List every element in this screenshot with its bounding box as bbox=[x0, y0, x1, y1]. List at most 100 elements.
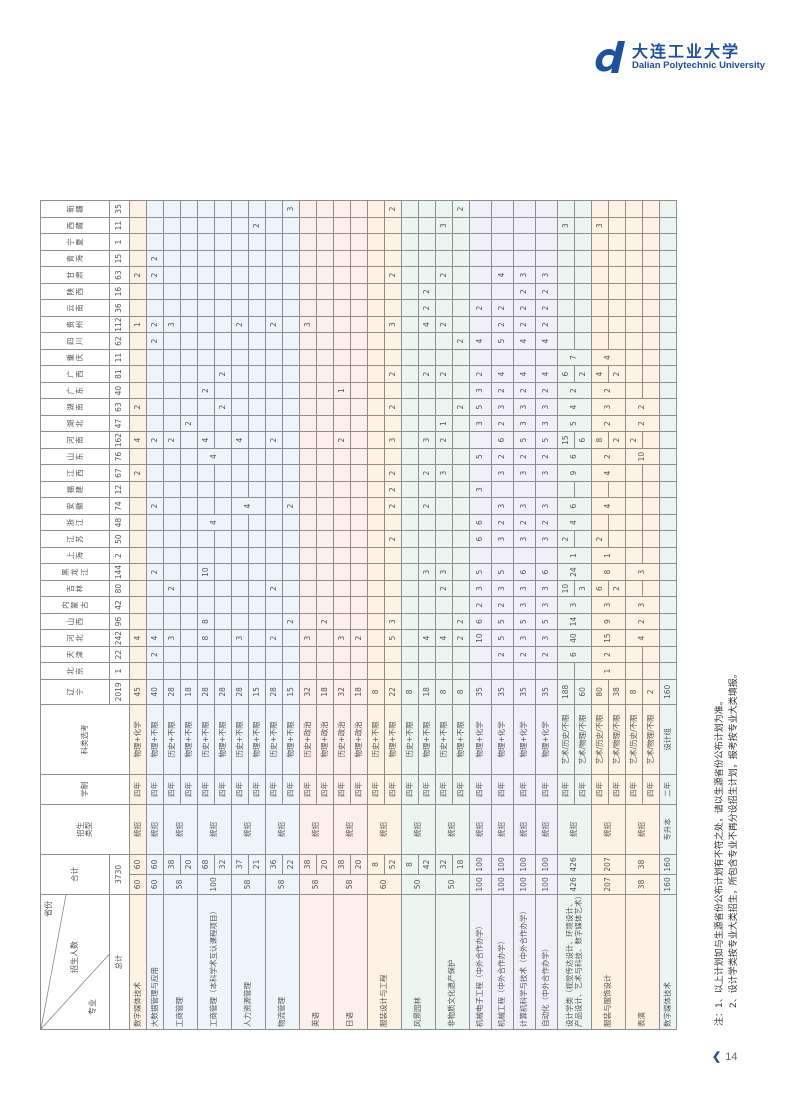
province-quota bbox=[469, 250, 492, 267]
province-quota bbox=[625, 266, 643, 284]
province-quota bbox=[316, 349, 334, 366]
province-quota: 3 bbox=[535, 398, 558, 416]
province-quota bbox=[384, 349, 402, 366]
province-quota: 28 bbox=[197, 679, 215, 705]
province-quota: 2 bbox=[384, 530, 402, 548]
subject-requirement: 物理+化学 bbox=[469, 704, 492, 775]
province-quota bbox=[418, 580, 436, 597]
chevron-left-icon[interactable]: ❮ bbox=[712, 1051, 722, 1063]
province-quota: 4 bbox=[231, 431, 249, 449]
province-quota bbox=[214, 299, 232, 317]
province-quota bbox=[659, 530, 677, 548]
province-quota bbox=[435, 349, 453, 366]
province-quota bbox=[469, 547, 492, 564]
province-quota: 4 bbox=[435, 629, 453, 647]
province-quota: 3 bbox=[384, 613, 402, 630]
sub-count: 32 bbox=[435, 854, 453, 875]
province-quota bbox=[367, 200, 385, 218]
province-quota bbox=[282, 266, 300, 284]
province-quota bbox=[299, 497, 317, 515]
province-quota bbox=[418, 530, 436, 548]
province-quota bbox=[642, 382, 660, 399]
province-quota bbox=[367, 481, 385, 498]
province-quota bbox=[146, 547, 164, 564]
province-quota: 8 bbox=[367, 679, 385, 705]
header-province-total: 47 bbox=[109, 415, 130, 432]
province-quota bbox=[333, 365, 351, 383]
province-quota bbox=[384, 299, 402, 317]
major-name: 机械电子工程（中外合作办学） bbox=[469, 894, 492, 1030]
enroll-type: 统招 bbox=[535, 804, 558, 855]
duration: 四年 bbox=[574, 774, 592, 805]
province-quota bbox=[146, 481, 164, 498]
province-quota: 35 bbox=[491, 679, 514, 705]
province-quota bbox=[316, 398, 334, 416]
subject-requirement: 物理+不限 bbox=[180, 704, 198, 775]
province-quota bbox=[659, 497, 677, 515]
province-quota bbox=[231, 662, 249, 680]
province-quota bbox=[248, 250, 266, 267]
header-province-total: 76 bbox=[109, 448, 130, 465]
province-quota: 28 bbox=[265, 679, 283, 705]
province-quota bbox=[333, 596, 351, 614]
enrollment-plan-table: 省份 招生人数 专业 合计 招生类型 学制 科类选考 辽宁 北京 天津 河北 山西 内蒙古… bbox=[40, 200, 677, 1030]
province-quota: 22 bbox=[384, 679, 402, 705]
province-quota: 6 bbox=[557, 448, 592, 465]
province-quota bbox=[401, 299, 419, 317]
major-total: 60 bbox=[146, 874, 164, 895]
province-quota bbox=[299, 481, 317, 498]
province-quota bbox=[659, 415, 677, 432]
province-quota bbox=[163, 283, 181, 300]
province-quota bbox=[299, 200, 317, 218]
header-sum: 合计 bbox=[40, 854, 110, 895]
province-quota: 2 bbox=[608, 431, 626, 449]
province-quota bbox=[642, 283, 660, 300]
province-quota: 2 bbox=[574, 365, 592, 383]
province-quota bbox=[316, 547, 334, 564]
province-quota: 3 bbox=[163, 629, 181, 647]
province-quota: 4 bbox=[197, 514, 232, 531]
province-quota: 3 bbox=[469, 580, 492, 597]
province-quota: 8 bbox=[591, 431, 609, 449]
province-quota bbox=[367, 547, 385, 564]
table-row: 人力资源管理 58 37 统招 四年 历史+不限 28 3 4 4 2 bbox=[231, 200, 266, 1030]
major-total: 38 bbox=[625, 874, 660, 895]
province-quota bbox=[435, 250, 453, 267]
province-quota bbox=[163, 596, 181, 614]
sub-count: 38 bbox=[299, 854, 317, 875]
province-quota bbox=[350, 514, 368, 531]
header-province-total: 1 bbox=[109, 233, 130, 251]
subject-requirement: 历史+不限 bbox=[197, 704, 215, 775]
province-quota: 2 bbox=[535, 382, 558, 399]
province-quota bbox=[231, 530, 249, 548]
sub-count: 8 bbox=[401, 854, 419, 875]
province-quota bbox=[129, 382, 147, 399]
page-indicator[interactable]: ❮ 14 bbox=[712, 1050, 737, 1063]
major-name: 数字媒体技术 bbox=[129, 894, 147, 1030]
province-quota bbox=[316, 596, 334, 614]
province-quota: 2 bbox=[435, 580, 453, 597]
header-province-total: 63 bbox=[109, 266, 130, 284]
province-quota: 3 bbox=[491, 464, 514, 482]
province-quota bbox=[401, 662, 419, 680]
enroll-type: 统招 bbox=[469, 804, 492, 855]
province-quota: 4 bbox=[557, 398, 592, 416]
major-total: 58 bbox=[265, 874, 300, 895]
province-quota bbox=[163, 217, 181, 234]
province-quota bbox=[401, 563, 419, 581]
province-quota bbox=[129, 596, 147, 614]
province-quota bbox=[659, 563, 677, 581]
major-total: 58 bbox=[299, 874, 334, 895]
province-quota: 4 bbox=[129, 629, 147, 647]
province-quota: 4 bbox=[418, 316, 436, 333]
major-name: 服装设计与工程 bbox=[367, 894, 402, 1030]
header-province: 吉林 bbox=[40, 580, 110, 597]
province-quota bbox=[418, 250, 436, 267]
province-quota bbox=[146, 233, 164, 251]
province-quota bbox=[316, 382, 334, 399]
province-quota bbox=[350, 662, 368, 680]
province-quota bbox=[265, 547, 283, 564]
province-quota bbox=[469, 316, 492, 333]
province-quota bbox=[557, 283, 575, 300]
province-quota bbox=[367, 283, 385, 300]
